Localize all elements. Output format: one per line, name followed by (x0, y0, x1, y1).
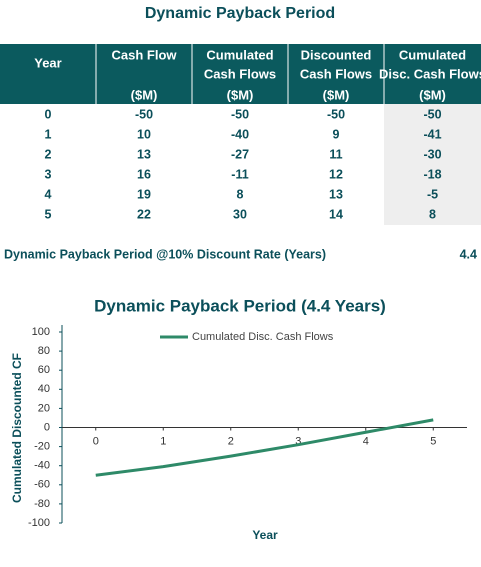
table-cell: 30 (233, 207, 247, 221)
table-cell: 9 (333, 127, 340, 141)
summary-label: Dynamic Payback Period @10% Discount Rat… (4, 247, 326, 261)
table-cell: -50 (231, 107, 249, 121)
table-cell: 4 (45, 187, 52, 201)
table-cell: -41 (423, 127, 441, 141)
x-tick-label: 4 (363, 435, 369, 447)
header-unit: ($M) (227, 87, 254, 102)
table-cell: 13 (329, 187, 343, 201)
y-tick-label: -100 (28, 517, 50, 529)
series-line (95, 418, 434, 477)
x-axis-label: Year (252, 528, 278, 542)
table-header-bg (0, 44, 481, 104)
table-cell: 13 (137, 147, 151, 161)
table-cell: 11 (329, 147, 342, 161)
table-cell: -27 (231, 147, 249, 161)
header-unit: ($M) (131, 87, 158, 102)
x-tick-label: 3 (295, 435, 301, 447)
table-cell: 22 (137, 207, 151, 221)
table-cell: 12 (329, 167, 343, 181)
table-cell: -50 (327, 107, 345, 121)
table-cell: 16 (137, 167, 151, 181)
table-cell: 8 (237, 187, 244, 201)
table-cell: 2 (45, 147, 52, 161)
y-tick-label: 60 (38, 364, 50, 376)
table-cell: 3 (45, 167, 52, 181)
header-unit: ($M) (323, 87, 350, 102)
y-tick-label: 80 (38, 345, 50, 357)
x-tick-label: 0 (93, 435, 99, 447)
table-cell: 14 (329, 207, 343, 221)
table-cell: -5 (427, 187, 438, 201)
table-cell: 8 (429, 207, 436, 221)
chart-title: Dynamic Payback Period (4.4 Years) (94, 296, 386, 315)
x-tick-label: 1 (160, 435, 166, 447)
x-tick-label: 5 (430, 435, 436, 447)
table-cell: -11 (231, 167, 248, 181)
table-cell: -40 (231, 127, 249, 141)
table-cell: -50 (423, 107, 441, 121)
table-cell: 0 (45, 107, 52, 121)
table-cell: 5 (45, 207, 52, 221)
table-cell: 1 (45, 127, 52, 141)
table-cell: 10 (137, 127, 151, 141)
header-separators (95, 44, 385, 104)
table-cell: -50 (135, 107, 153, 121)
page-title: Dynamic Payback Period (145, 5, 335, 22)
table-cell: -18 (423, 167, 441, 181)
header-cell: Cash Flows (300, 66, 372, 81)
y-tick-label: 20 (38, 402, 50, 414)
y-tick-label: -80 (34, 498, 50, 510)
table-cell: 19 (137, 187, 151, 201)
y-tick-label: -60 (34, 479, 50, 491)
header-cell: Cash Flow (111, 47, 177, 62)
header-cell: Discounted (301, 47, 372, 62)
y-tick-label: 40 (38, 383, 50, 395)
table-cell: -30 (423, 147, 441, 161)
y-tick-label: 0 (44, 421, 50, 433)
y-tick-label: -40 (34, 460, 50, 472)
header-cell: Year (34, 55, 61, 70)
header-cell: Cumulated (399, 47, 466, 62)
x-tick-label: 2 (228, 435, 234, 447)
header-cell: Disc. Cash Flows (379, 66, 481, 81)
header-unit: ($M) (419, 87, 446, 102)
y-axis-label: Cumulated Discounted CF (10, 353, 24, 503)
y-tick-label: -20 (34, 441, 50, 453)
highlight-column (384, 104, 481, 225)
header-cell: Cash Flows (204, 66, 276, 81)
legend-label: Cumulated Disc. Cash Flows (192, 331, 334, 343)
summary-value: 4.4 (460, 247, 477, 261)
y-tick-label: 100 (32, 326, 50, 338)
header-cell: Cumulated (206, 47, 273, 62)
